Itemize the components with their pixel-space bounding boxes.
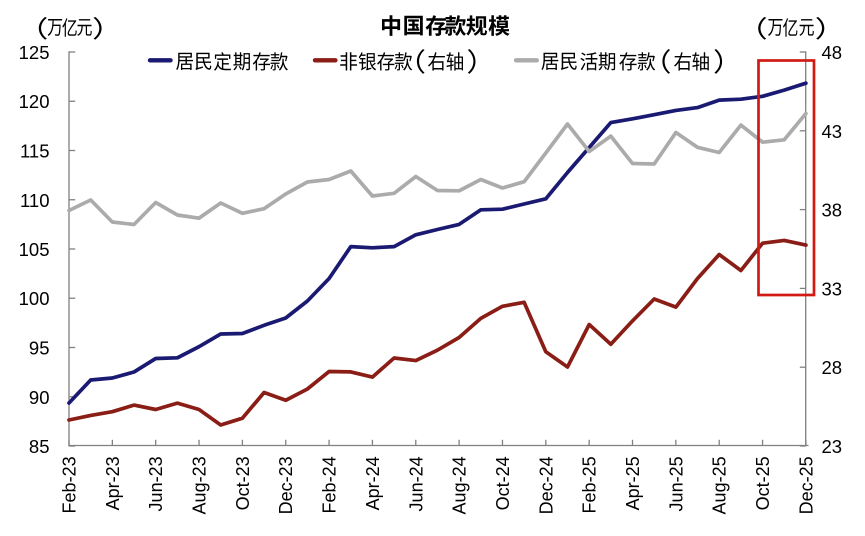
svg-text:Oct-25: Oct-25: [753, 456, 773, 510]
svg-text:Jun-25: Jun-25: [666, 456, 686, 511]
svg-text:110: 110: [20, 190, 50, 211]
svg-text:Jun-24: Jun-24: [406, 456, 426, 511]
svg-text:38: 38: [822, 200, 843, 221]
svg-text:Aug-24: Aug-24: [450, 456, 470, 514]
svg-text:28: 28: [822, 357, 843, 378]
svg-text:Apr-24: Apr-24: [363, 456, 383, 510]
svg-text:Dec-25: Dec-25: [796, 456, 816, 514]
svg-text:120: 120: [19, 91, 50, 112]
svg-text:100: 100: [19, 288, 50, 309]
svg-text:Oct-23: Oct-23: [233, 456, 253, 510]
svg-text:Jun-23: Jun-23: [146, 456, 166, 511]
svg-text:Dec-24: Dec-24: [536, 456, 556, 514]
svg-text:43: 43: [822, 121, 843, 142]
svg-text:Apr-25: Apr-25: [623, 456, 643, 510]
svg-text:95: 95: [29, 338, 50, 359]
svg-text:105: 105: [19, 239, 50, 260]
svg-text:90: 90: [29, 387, 50, 408]
svg-text:Feb-24: Feb-24: [320, 456, 340, 513]
svg-text:48: 48: [822, 42, 843, 63]
svg-text:Oct-24: Oct-24: [493, 456, 513, 510]
svg-text:Feb-25: Feb-25: [580, 456, 600, 513]
svg-text:125: 125: [19, 42, 50, 63]
svg-text:23: 23: [822, 436, 843, 457]
svg-text:85: 85: [29, 436, 50, 457]
svg-text:Aug-25: Aug-25: [710, 456, 730, 514]
svg-text:115: 115: [20, 141, 50, 162]
svg-text:33: 33: [822, 278, 843, 299]
svg-text:Feb-23: Feb-23: [60, 456, 80, 513]
svg-text:Dec-23: Dec-23: [276, 456, 296, 514]
svg-text:Aug-23: Aug-23: [190, 456, 210, 514]
svg-text:Apr-23: Apr-23: [103, 456, 123, 510]
